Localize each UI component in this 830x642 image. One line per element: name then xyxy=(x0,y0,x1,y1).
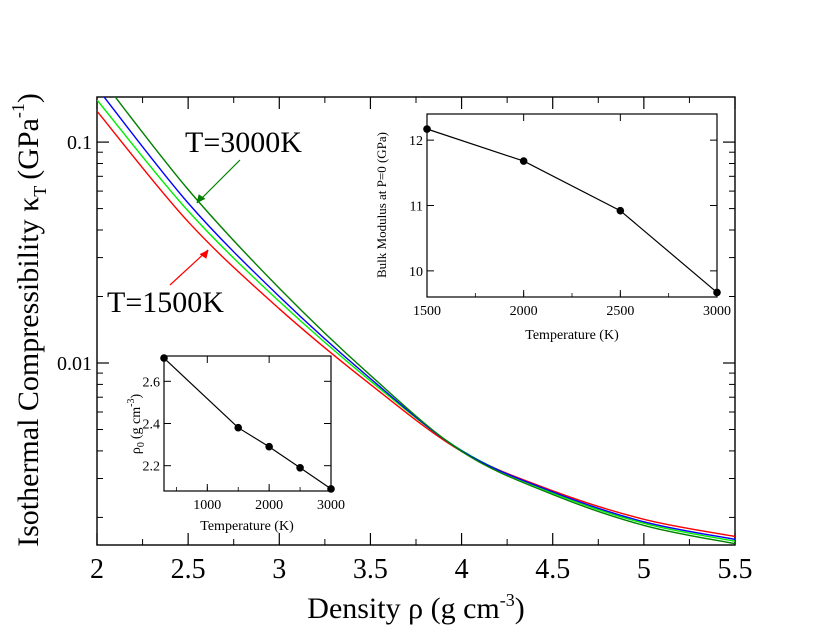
inset-density-point xyxy=(160,354,168,362)
inset-density-point xyxy=(327,485,335,493)
main-series-group xyxy=(97,97,735,545)
inset-bulk-frame xyxy=(426,113,718,298)
main-y-tick-label: 0.01 xyxy=(57,353,92,375)
svg-text:ρ0(g cm-3): ρ0(g cm-3) xyxy=(126,394,147,455)
inset-density-y-tick-label: 2.4 xyxy=(143,418,161,433)
inset-density-x-tick-label: 2000 xyxy=(255,498,283,513)
annotation-t3000-arrow xyxy=(196,159,241,204)
main-x-tick-label: 5.5 xyxy=(718,554,753,585)
inset-density-x-tick-label: 3000 xyxy=(317,498,345,513)
inset-density-axes: 1000 2000 3000 2.2 2.4 2.6 xyxy=(143,356,345,513)
series-line-t-2500k xyxy=(103,97,735,541)
main-y-axis-label: Isothermal Compressibility κT(GPa-1) xyxy=(8,93,50,547)
annotation-t3000: T=3000K xyxy=(185,126,302,159)
inset-bulk-x-tick-label: 1500 xyxy=(413,304,441,319)
annotation-t1500-arrowhead xyxy=(199,249,209,259)
inset-density-y-tick-label: 2.2 xyxy=(143,460,161,475)
inset-bulk-y-tick-label: 12 xyxy=(409,134,423,149)
inset-bulk-y-tick-label: 10 xyxy=(409,265,423,280)
main-x-tick-label: 2.5 xyxy=(171,554,206,585)
inset-density-point xyxy=(265,442,273,451)
main-x-axis-label: Density ρ (g cm-3) xyxy=(307,590,524,625)
inset-bulk-x-label: Temperature (K) xyxy=(525,328,619,343)
main-x-tick-label: 4 xyxy=(455,554,469,585)
inset-density-x-tick-label: 1000 xyxy=(193,498,221,513)
inset-bulk-x-tick-label: 3000 xyxy=(703,304,731,319)
annotation-t3000-arrowhead xyxy=(196,194,206,204)
main-y-tick-label: 0.1 xyxy=(67,132,92,154)
inset-density-x-label: Temperature (K) xyxy=(200,519,294,534)
inset-bulk-point xyxy=(519,157,528,165)
inset-bulk-x-tick-label: 2500 xyxy=(606,304,634,319)
series-line-t-2000k xyxy=(97,99,735,542)
inset-density-y-tick-label: 2.6 xyxy=(143,375,161,390)
main-x-tick-label: 2 xyxy=(90,554,104,585)
inset-density-y-label: ρ0(g cm-3) xyxy=(126,394,147,455)
inset-bulk-axes: 1500 2000 2500 3000 10 11 12 xyxy=(409,114,731,319)
inset-bulk-point xyxy=(713,288,721,297)
inset-density-frame xyxy=(163,355,332,492)
main-y-axis: 0.01 0.1 xyxy=(57,132,735,518)
main-x-tick-label: 5 xyxy=(637,554,651,585)
svg-text:Isothermal Compressibility κT(: Isothermal Compressibility κT(GPa-1) xyxy=(8,93,50,547)
inset-bulk-y-tick-label: 11 xyxy=(410,200,423,215)
main-x-tick-label: 4.5 xyxy=(535,554,570,585)
annotation-t1500-arrow xyxy=(169,249,209,286)
inset-bulk-y-label: Bulk Modulus at P=0 (GPa) xyxy=(374,132,389,278)
series-line-t-1500k xyxy=(97,110,735,538)
inset-bulk-x-tick-label: 2000 xyxy=(510,304,538,319)
inset-density-series xyxy=(160,354,335,493)
main-x-tick-label: 3 xyxy=(272,554,286,585)
inset-bulk-line xyxy=(426,128,718,293)
main-x-axis: 2 2.5 3 3.5 4 4.5 5 5.5 xyxy=(90,97,753,585)
inset-density-point xyxy=(234,423,243,432)
inset-bulk-series xyxy=(423,125,721,297)
inset-density-point xyxy=(296,463,304,472)
annotation-t1500: T=1500K xyxy=(107,286,224,319)
inset-bulk-point xyxy=(423,125,431,133)
main-x-tick-label: 3.5 xyxy=(353,554,388,585)
inset-bulk-point xyxy=(616,206,625,215)
series-line-t-3000k xyxy=(114,97,735,545)
